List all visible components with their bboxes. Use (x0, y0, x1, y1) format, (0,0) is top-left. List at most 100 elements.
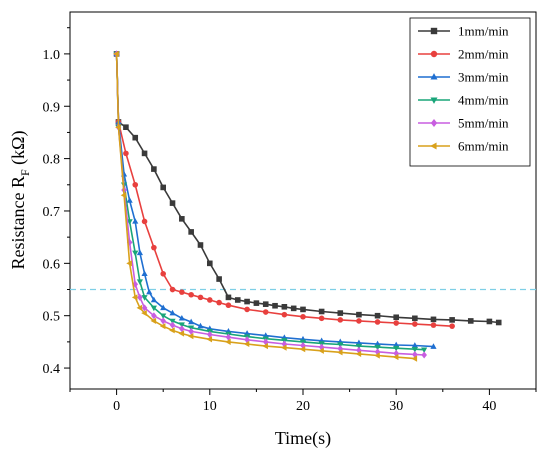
data-point (412, 315, 418, 322)
legend-swatch-marker (430, 119, 438, 127)
legend-box (409, 17, 531, 167)
data-point (150, 305, 157, 312)
legend-item: 4mm/min (418, 93, 509, 108)
x-tick-label: 40 (482, 399, 496, 414)
data-point (244, 330, 251, 336)
data-point (336, 349, 343, 356)
data-point (216, 299, 222, 306)
data-point (206, 336, 213, 343)
y-tick-label: 0.5 (43, 310, 61, 325)
series-layer (113, 50, 502, 362)
data-point (137, 293, 143, 301)
data-point (187, 333, 194, 340)
data-point (225, 338, 231, 345)
x-axis-title: Time(s) (275, 428, 331, 449)
data-point (393, 345, 400, 352)
data-point (262, 332, 269, 338)
data-point (141, 218, 148, 225)
data-point (188, 291, 194, 298)
data-point (356, 318, 362, 324)
data-point (300, 313, 306, 320)
data-point (337, 342, 344, 348)
legend-label: 2mm/min (458, 47, 509, 62)
data-point (159, 323, 166, 330)
data-point (126, 197, 133, 203)
legend: 1mm/min 2mm/min 3mm/min 4mm/min 5mm/min 6mm/m… (409, 17, 531, 167)
data-point (160, 304, 167, 311)
data-point (393, 314, 399, 321)
legend-label: 3mm/min (458, 70, 509, 85)
data-point (430, 316, 437, 323)
y-tick-label: 1.0 (43, 48, 61, 63)
data-point (141, 304, 148, 312)
data-point (113, 50, 119, 57)
x-tick-label: 20 (296, 399, 310, 414)
data-point (132, 134, 139, 141)
data-point (449, 323, 455, 329)
data-point (151, 312, 157, 320)
data-point (188, 229, 194, 235)
data-point (126, 260, 132, 267)
y-axis-title: Resistance RF (kΩ) (8, 130, 32, 269)
legend-label: 1mm/min (458, 24, 509, 39)
data-point (151, 244, 157, 251)
data-point (374, 319, 381, 325)
data-point (141, 150, 148, 157)
data-point (318, 347, 324, 354)
legend-swatch-marker (430, 73, 438, 80)
data-point (467, 318, 474, 324)
data-point (421, 351, 427, 359)
data-point (160, 271, 166, 277)
data-point (244, 306, 250, 313)
data-point (337, 317, 344, 323)
data-point (197, 322, 204, 329)
data-point (374, 312, 381, 319)
data-point (150, 317, 157, 325)
y-tick-label: 0.7 (43, 205, 61, 220)
data-point (136, 304, 143, 311)
data-point (123, 124, 129, 130)
data-point (160, 313, 167, 320)
data-point (262, 309, 269, 315)
data-point (188, 318, 195, 325)
data-point (225, 333, 232, 341)
y-axis-title-subscript: F (18, 169, 32, 176)
series-2 (113, 51, 455, 329)
y-tick-label: 0.8 (43, 153, 61, 168)
legend-item: 6mm/min (418, 139, 509, 154)
data-point (355, 343, 362, 350)
data-point (141, 270, 148, 277)
legend-label: 6mm/min (458, 139, 509, 154)
data-point (169, 200, 176, 206)
data-point (355, 350, 362, 357)
series-line (115, 53, 434, 348)
data-point (151, 166, 157, 172)
data-point (430, 343, 437, 349)
data-point (120, 192, 127, 199)
data-point (393, 320, 400, 326)
legend-swatch-marker (430, 50, 438, 58)
y-tick-label: 0.9 (43, 100, 61, 115)
data-point (272, 302, 278, 309)
data-point (146, 288, 153, 295)
data-point (234, 297, 241, 303)
data-point (281, 311, 288, 318)
legend-item: 3mm/min (418, 70, 509, 85)
y-tick-label: 0.4 (43, 362, 61, 377)
data-point (299, 346, 306, 353)
data-point (244, 298, 250, 305)
data-point (178, 314, 185, 321)
data-point (411, 346, 418, 353)
data-point (421, 347, 428, 354)
data-point (262, 301, 269, 307)
data-point (337, 310, 344, 316)
data-point (392, 353, 399, 361)
y-axis-title-unit: (kΩ) (8, 130, 29, 169)
data-point (374, 352, 380, 359)
data-point (132, 250, 139, 257)
data-point (178, 330, 185, 337)
data-point (290, 305, 297, 312)
legend-item: 2mm/min (418, 47, 509, 62)
data-point (132, 181, 139, 188)
data-point (486, 318, 493, 325)
